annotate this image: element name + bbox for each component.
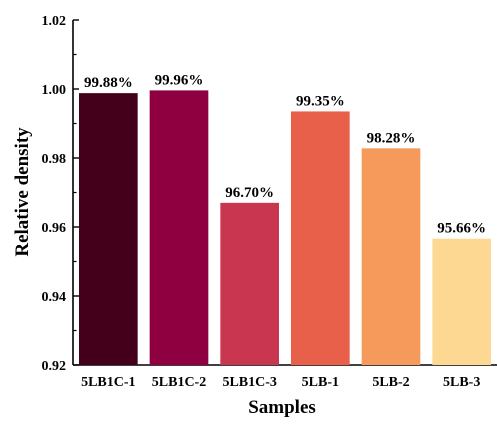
y-axis-title: Relative density [12,127,33,257]
bar-5LB-1 [291,111,350,365]
bar-data-labels: 99.88% 99.96% 96.70% 99.35% 98.28% 95.66% [84,72,486,236]
bar-5LB-3 [432,238,491,365]
x-tick-label: 5LB1C-2 [152,375,206,390]
bar-5LB1C-2 [149,90,209,365]
bar-data-label: 99.96% [155,72,204,88]
bar-5LB1C-1 [79,93,138,365]
bar-5LB1C-3 [220,202,279,365]
y-tick-label: 1.02 [42,14,67,29]
bar-data-label: 99.88% [84,75,133,91]
bar-data-label: 99.35% [296,93,345,109]
y-tick-label: 0.98 [42,152,67,167]
x-tick-label: 5LB1C-3 [222,375,276,390]
bar-5LB-2 [361,148,421,365]
y-tick-label: 1.00 [42,83,67,98]
x-tick-label: 5LB-2 [372,375,409,390]
x-tick-label: 5LB-1 [302,375,339,390]
bar-data-label: 98.28% [367,130,416,146]
y-ticks: 0.92 0.94 0.96 0.98 1.00 1.02 [42,14,79,374]
x-ticks: 5LB1C-1 5LB1C-2 5LB1C-3 5LB-1 5LB-2 5LB-3 [81,375,480,390]
x-axis-title: Samples [248,397,316,418]
y-tick-label: 0.94 [42,290,67,305]
bar-data-label: 95.66% [437,221,486,237]
y-tick-label: 0.96 [42,221,67,236]
bars [79,90,491,365]
bar-data-label: 96.70% [225,185,274,201]
y-tick-label: 0.92 [42,359,67,374]
x-tick-label: 5LB1C-1 [81,375,135,390]
x-tick-label: 5LB-3 [443,375,480,390]
